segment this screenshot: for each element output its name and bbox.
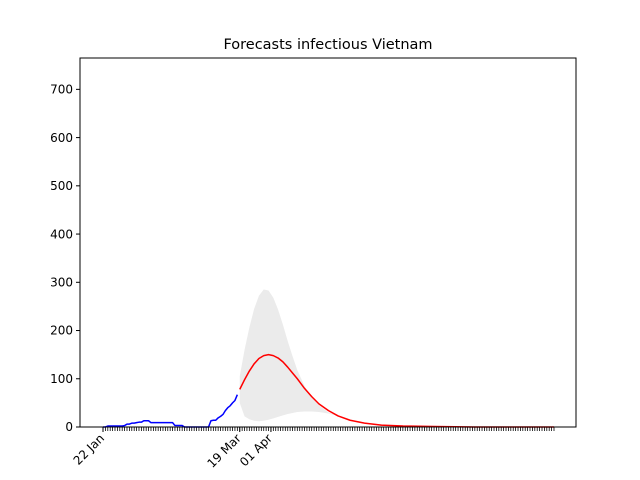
observed-series-line (103, 394, 239, 428)
y-tick-label: 0 (65, 420, 73, 434)
forecast-interval-band (239, 289, 555, 427)
axes-frame (79, 57, 577, 428)
forecast-series-line (239, 353, 554, 428)
y-tick-label: 200 (50, 324, 73, 338)
chart-title: Forecasts infectious Vietnam (223, 37, 432, 53)
y-tick-label: 100 (50, 372, 73, 386)
y-tick-label: 500 (50, 179, 73, 193)
y-tick-label: 300 (50, 275, 73, 289)
plot-area: 0 100 200 300 400 500 600 700 (50, 83, 555, 434)
y-tick-label: 400 (50, 227, 73, 241)
y-tick-label: 700 (50, 83, 73, 97)
y-tick-label: 600 (50, 131, 73, 145)
